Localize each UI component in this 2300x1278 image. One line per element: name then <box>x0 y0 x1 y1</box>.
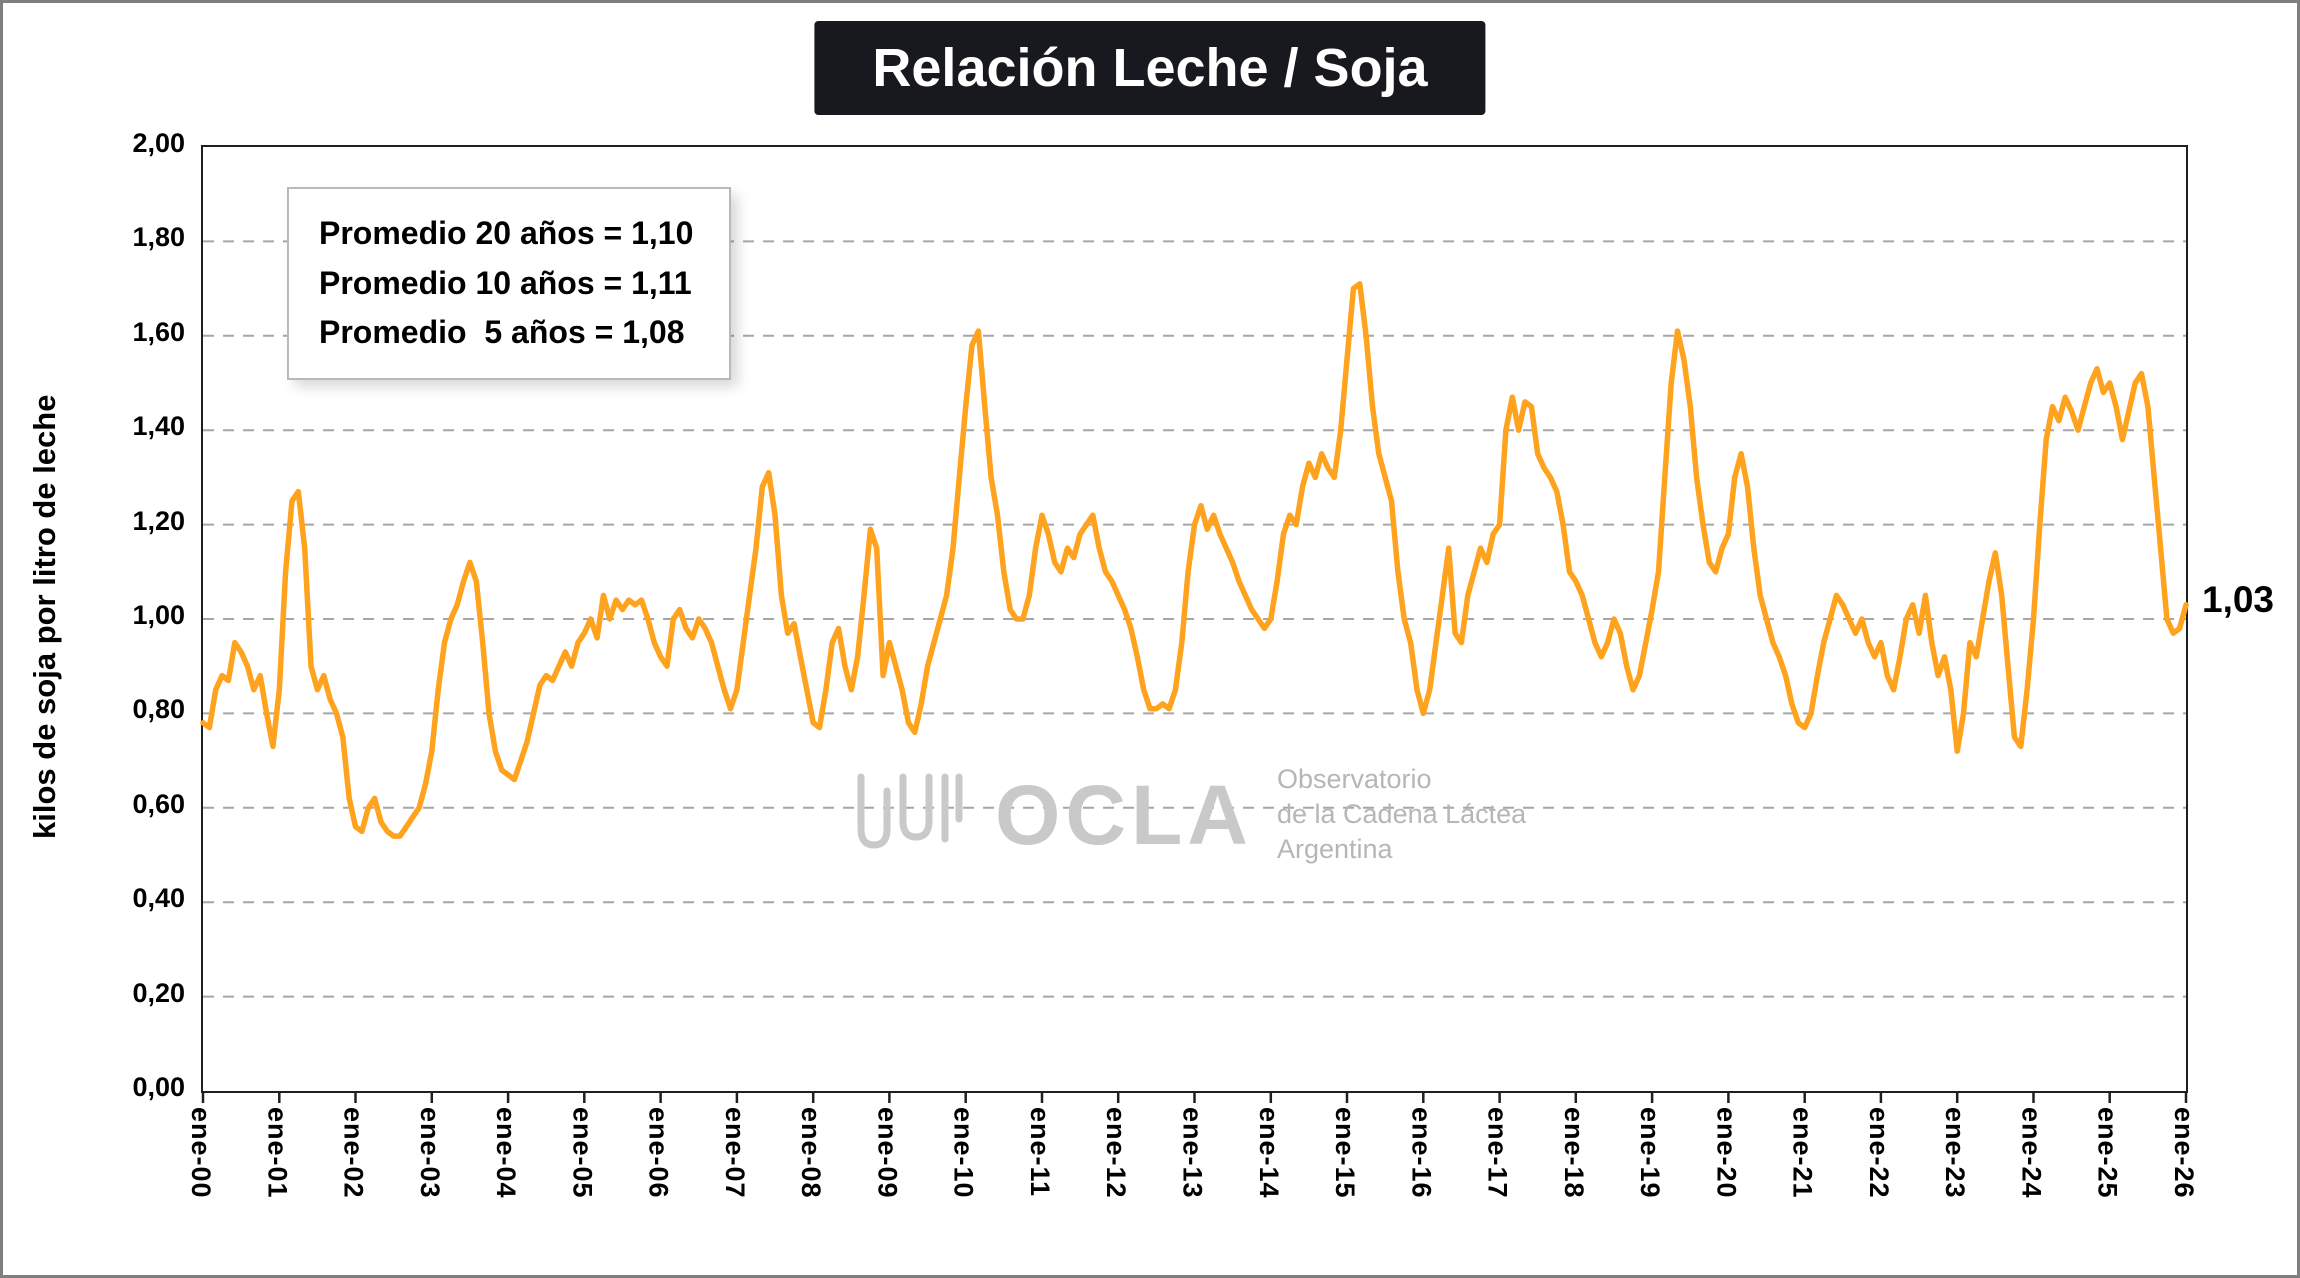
x-tick-label: ene-22 <box>1863 1107 1894 1199</box>
x-tick-label: ene-13 <box>1177 1107 1208 1199</box>
y-tick-label: 1,40 <box>132 411 185 442</box>
x-tick-label: ene-06 <box>643 1107 674 1199</box>
y-tick-label: 0,00 <box>132 1072 185 1102</box>
x-tick-label: ene-26 <box>2169 1107 2199 1199</box>
chart-title-box: Relación Leche / Soja <box>814 21 1486 115</box>
x-tick-label: ene-09 <box>872 1107 903 1199</box>
y-tick-label: 1,80 <box>132 222 185 253</box>
x-tick-label: ene-01 <box>262 1107 293 1199</box>
x-tick-label: ene-16 <box>1406 1107 1437 1199</box>
x-tick-label: ene-18 <box>1558 1107 1589 1199</box>
last-value-label: 1,03 <box>2202 578 2275 620</box>
x-tick-label: ene-12 <box>1101 1107 1132 1199</box>
x-tick-label: ene-04 <box>491 1107 522 1199</box>
x-tick-label: ene-11 <box>1024 1107 1055 1198</box>
plot-area: OCLA Observatorio de la Cadena Láctea Ar… <box>200 145 2189 1103</box>
x-tick-label: ene-20 <box>1711 1107 1742 1199</box>
y-tick-label: 1,00 <box>132 600 185 630</box>
x-tick-label: ene-07 <box>719 1107 750 1199</box>
x-tick-label: ene-08 <box>796 1107 827 1199</box>
y-tick-label: 0,60 <box>132 788 185 819</box>
x-tick-label: ene-25 <box>2092 1107 2123 1199</box>
chart-title: Relación Leche / Soja <box>872 38 1428 98</box>
average-5y-label: Promedio 5 años = 1,08 <box>319 314 685 351</box>
averages-box: Promedio 20 años = 1,10 Promedio 10 años… <box>287 187 732 380</box>
x-tick-label: ene-10 <box>948 1107 979 1199</box>
x-tick-label: ene-00 <box>186 1107 216 1199</box>
x-tick-label: ene-02 <box>338 1107 369 1199</box>
x-tick-label: ene-19 <box>1635 1107 1666 1199</box>
y-tick-label: 0,40 <box>132 883 185 914</box>
x-tick-label: ene-21 <box>1787 1107 1818 1199</box>
x-tick-label: ene-17 <box>1482 1107 1513 1199</box>
y-tick-label: 0,20 <box>132 977 185 1008</box>
x-tick-label: ene-14 <box>1253 1107 1284 1199</box>
y-tick-label: 1,20 <box>132 505 185 536</box>
x-tick-label: ene-15 <box>1330 1107 1361 1199</box>
series-line <box>200 281 2189 839</box>
y-tick-label: 0,80 <box>132 694 185 725</box>
y-tick-label: 2,00 <box>132 128 185 158</box>
average-20y-label: Promedio 20 años = 1,10 <box>319 215 694 251</box>
x-tick-label: ene-05 <box>567 1107 598 1199</box>
x-tick-label: ene-23 <box>1940 1107 1971 1199</box>
x-tick-label: ene-24 <box>2016 1107 2047 1199</box>
x-tick-label: ene-03 <box>414 1107 445 1199</box>
average-10y-label: Promedio 10 años = 1,11 <box>319 264 692 301</box>
y-tick-label: 1,60 <box>132 316 185 347</box>
